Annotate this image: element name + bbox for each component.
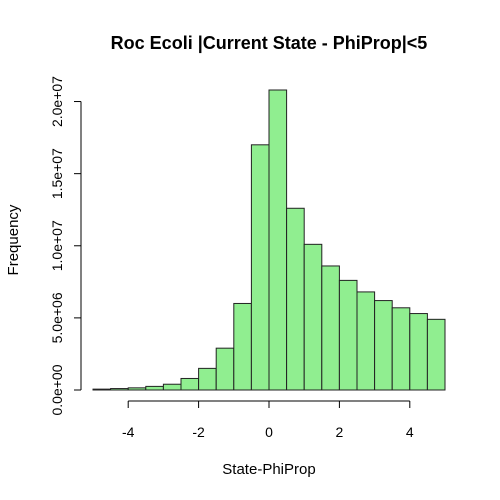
histogram-bar (322, 266, 340, 390)
y-tick-label: 2.0e+07 (49, 76, 65, 127)
histogram-bar (339, 280, 357, 390)
histogram-bar (163, 384, 181, 390)
y-axis: 0.0e+00 5.0e+06 1.0e+07 1.5e+07 2.0e+07 (49, 76, 81, 416)
histogram-bar (111, 389, 129, 390)
x-tick-label: 2 (336, 424, 344, 440)
histogram-bar (146, 386, 164, 390)
histogram-bar (287, 208, 305, 390)
x-axis-label: State-PhiProp (222, 461, 315, 478)
bars-group (93, 90, 445, 390)
y-tick-label: 0.0e+00 (49, 364, 65, 415)
histogram-bar (269, 90, 287, 390)
y-tick-label: 5.0e+06 (49, 292, 65, 343)
y-tick-label: 1.0e+07 (49, 220, 65, 271)
x-tick-label: 4 (406, 424, 414, 440)
histogram-bar (392, 308, 410, 390)
x-axis: -4 -2 0 2 4 (122, 401, 414, 440)
histogram-bar (427, 319, 445, 390)
x-tick-label: 0 (265, 424, 273, 440)
histogram-bar (375, 301, 393, 390)
histogram-bar (234, 303, 252, 390)
x-tick-label: -2 (192, 424, 205, 440)
histogram-bar (128, 388, 146, 390)
histogram-bar (216, 348, 234, 390)
chart-title: Roc Ecoli |Current State - PhiProp|<5 (111, 33, 428, 53)
histogram-bar (181, 378, 199, 390)
histogram-bar (199, 368, 217, 390)
histogram-bar (410, 314, 428, 390)
histogram-bar (304, 244, 322, 390)
histogram-bar (357, 292, 375, 390)
histogram-bar (93, 389, 111, 390)
y-axis-label: Frequency (5, 204, 22, 275)
y-tick-label: 1.5e+07 (49, 148, 65, 199)
x-tick-label: -4 (122, 424, 135, 440)
histogram-bar (251, 145, 269, 390)
